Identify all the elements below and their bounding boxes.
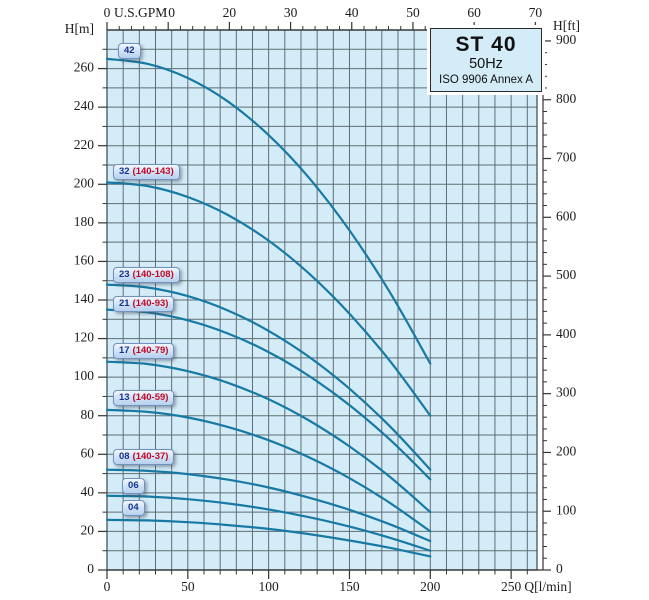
left-tick-label: 180 <box>74 214 95 229</box>
right-tick-label: 800 <box>556 91 577 106</box>
bottom-axis-title: Q[l/min] <box>524 579 571 594</box>
bottom-tick-label: 0 <box>104 579 111 594</box>
left-axis-title: H[m] <box>65 21 94 36</box>
top-tick-label: 60 <box>467 5 481 20</box>
bottom-tick-label: 250 <box>501 579 522 594</box>
right-tick-label: 500 <box>556 267 577 282</box>
top-tick-label: 30 <box>284 5 298 20</box>
right-tick-label: 200 <box>556 444 577 459</box>
left-tick-label: 200 <box>74 175 95 190</box>
right-tick-label: 100 <box>556 502 577 517</box>
top-tick-label: 20 <box>223 5 237 20</box>
curve-32 <box>105 181 432 417</box>
left-tick-label: 140 <box>74 291 95 306</box>
left-tick-label: 260 <box>74 60 95 75</box>
left-tick-label: 20 <box>81 523 95 538</box>
curve-13 <box>105 408 432 533</box>
top-tick-label: 70 <box>529 5 543 20</box>
right-tick-label: 700 <box>556 150 577 165</box>
right-tick-label: 600 <box>556 208 577 223</box>
curve-04 <box>105 518 432 558</box>
left-tick-label: 40 <box>81 484 95 499</box>
standard: ISO 9906 Annex A <box>439 74 533 86</box>
curve-17 <box>105 360 432 514</box>
bottom-tick-label: 50 <box>181 579 195 594</box>
bottom-tick-label: 100 <box>259 579 280 594</box>
left-tick-label: 220 <box>74 137 95 152</box>
top-tick-label: 0 <box>104 5 111 20</box>
curve-06 <box>105 494 432 552</box>
left-tick-label: 100 <box>74 368 95 383</box>
top-tick-label: 10 <box>161 5 175 20</box>
right-tick-label: 400 <box>556 326 577 341</box>
bottom-tick-label: 150 <box>339 579 360 594</box>
right-tick-label: 0 <box>556 561 563 576</box>
left-tick-label: 80 <box>81 407 95 422</box>
left-tick-label: 0 <box>87 561 94 576</box>
left-tick-label: 240 <box>74 98 95 113</box>
curve-23 <box>105 283 432 471</box>
bottom-tick-label: 200 <box>420 579 441 594</box>
left-tick-label: 120 <box>74 330 95 345</box>
curve-42 <box>105 57 432 365</box>
model-name: ST 40 <box>455 33 517 56</box>
right-tick-label: 900 <box>556 32 577 47</box>
curve-08 <box>105 468 432 543</box>
left-tick-label: 160 <box>74 253 95 268</box>
right-axis-title: H[ft] <box>553 18 580 33</box>
curve-21 <box>105 308 432 481</box>
right-tick-label: 300 <box>556 385 577 400</box>
top-tick-label: 50 <box>406 5 420 20</box>
top-axis-title: U.S.GPM <box>114 5 167 20</box>
title-box: ST 40 50Hz ISO 9906 Annex A <box>430 28 542 92</box>
frequency: 50Hz <box>469 56 503 72</box>
left-tick-label: 60 <box>81 445 95 460</box>
top-tick-label: 40 <box>345 5 359 20</box>
